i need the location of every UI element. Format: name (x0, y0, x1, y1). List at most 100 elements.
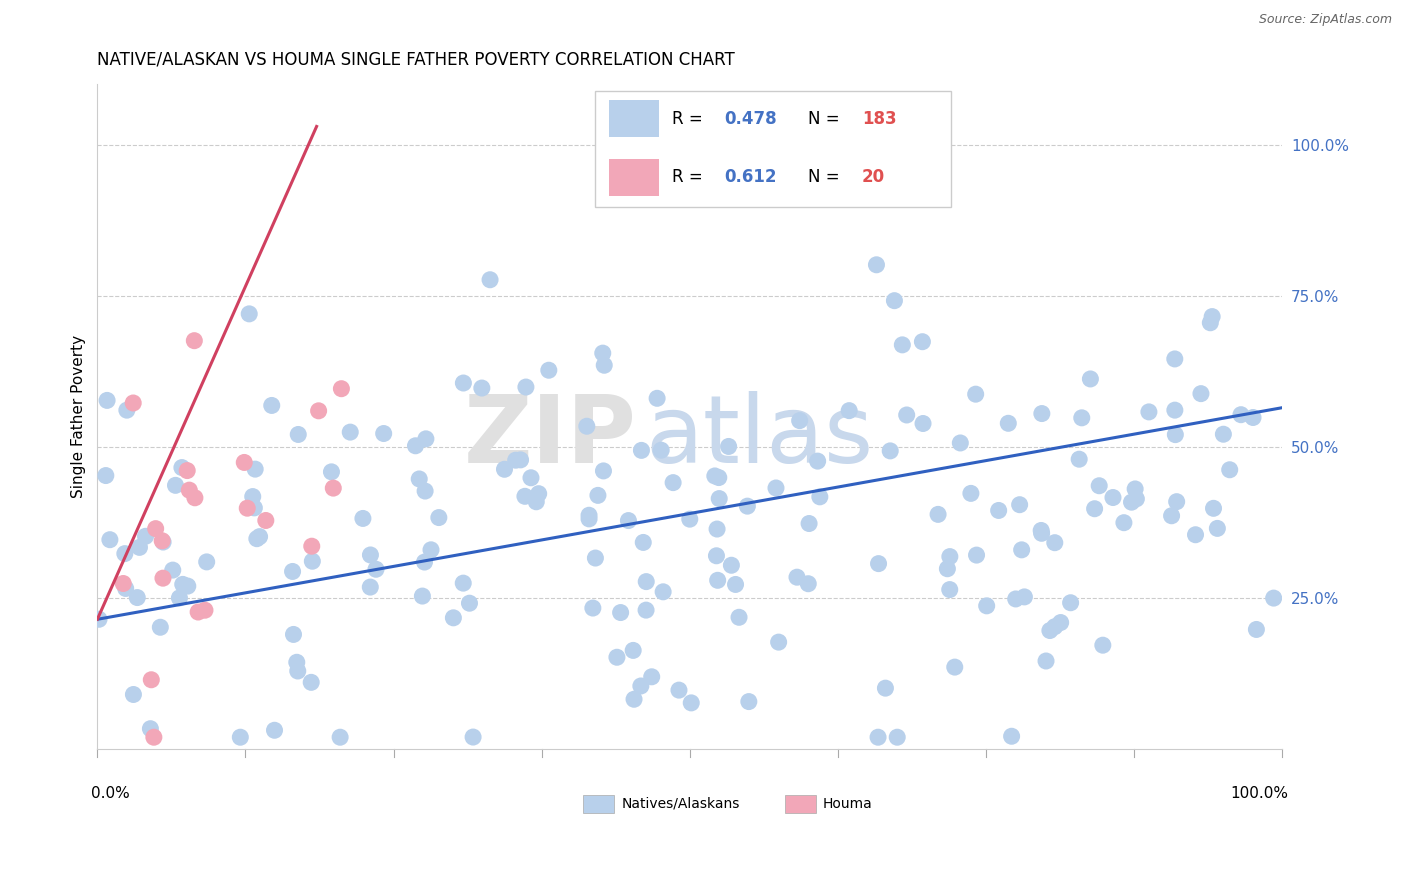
Point (1031, 526, 1053, 541)
Point (242, 490, 264, 504)
Point (1031, 524, 1053, 538)
Point (606, 650, 628, 665)
Point (263, 723, 285, 738)
Point (609, 606, 631, 620)
Point (238, 307, 260, 321)
Point (883, 293, 905, 308)
Point (243, 500, 266, 515)
Point (582, 601, 605, 615)
Point (322, 481, 344, 495)
Point (527, 486, 550, 500)
Point (939, 549, 962, 564)
Point (505, 453, 527, 467)
Point (141, 673, 163, 687)
Point (886, 730, 908, 744)
Point (645, 392, 668, 406)
Point (321, 465, 343, 479)
Point (943, 660, 966, 674)
Point (301, 554, 323, 568)
Point (652, 584, 675, 599)
Point (183, 334, 205, 348)
Point (127, 591, 149, 605)
Point (413, 484, 436, 499)
Point (233, 455, 256, 469)
Point (966, 548, 988, 562)
Point (494, 462, 516, 476)
Point (441, 611, 464, 625)
Point (1069, 452, 1091, 467)
Text: 183: 183 (862, 110, 897, 128)
Point (1246, 623, 1268, 637)
Point (176, 464, 198, 478)
Point (281, 565, 304, 579)
Point (1121, 495, 1143, 509)
Point (737, 499, 759, 513)
Point (976, 599, 998, 613)
Point (405, 439, 427, 453)
Point (94, 468, 117, 483)
Point (636, 603, 658, 617)
Point (865, 258, 887, 272)
Point (115, 403, 138, 417)
Point (142, 730, 165, 744)
Point (1000, 729, 1022, 743)
Point (301, 539, 323, 553)
Point (195, 555, 218, 569)
Point (427, 510, 450, 524)
Point (949, 436, 972, 450)
Point (524, 495, 547, 509)
FancyBboxPatch shape (583, 795, 614, 813)
Point (287, 664, 309, 678)
Point (1102, 491, 1125, 505)
Point (373, 426, 395, 441)
Point (152, 571, 174, 585)
Point (936, 562, 959, 576)
Point (283, 627, 305, 641)
Point (139, 722, 162, 736)
Point (868, 730, 890, 744)
Point (1206, 521, 1229, 535)
Point (1241, 410, 1264, 425)
Point (997, 417, 1019, 431)
Text: NATIVE/ALASKAN VS HOUMA SINGLE FATHER POVERTY CORRELATION CHART: NATIVE/ALASKAN VS HOUMA SINGLE FATHER PO… (97, 51, 735, 69)
Point (662, 475, 685, 490)
Point (668, 683, 690, 698)
Point (1263, 591, 1285, 606)
Point (650, 443, 672, 458)
Point (891, 338, 914, 352)
Y-axis label: Single Father Poverty: Single Father Poverty (72, 335, 86, 499)
Point (260, 399, 283, 413)
Point (583, 551, 606, 566)
Point (786, 570, 808, 584)
Point (1202, 501, 1225, 516)
Point (98, 533, 121, 547)
Point (1166, 494, 1188, 508)
Point (1080, 372, 1102, 386)
Point (987, 503, 1010, 517)
Point (352, 511, 374, 525)
Point (1035, 654, 1057, 668)
Point (1004, 591, 1026, 606)
Point (1043, 620, 1066, 634)
Point (707, 470, 730, 484)
Point (1059, 596, 1081, 610)
Point (1189, 386, 1212, 401)
Point (513, 489, 536, 503)
Point (927, 508, 949, 522)
Point (509, 453, 531, 467)
Point (1084, 501, 1107, 516)
Text: 0.0%: 0.0% (91, 786, 131, 801)
Point (911, 417, 934, 431)
Point (1164, 427, 1187, 442)
FancyBboxPatch shape (785, 795, 815, 813)
Point (413, 555, 436, 569)
Point (364, 562, 387, 576)
Text: 20: 20 (862, 169, 884, 186)
Point (184, 491, 207, 505)
Point (1164, 351, 1187, 366)
Text: N =: N = (808, 110, 845, 128)
Point (172, 577, 194, 591)
Point (706, 522, 728, 536)
Point (408, 472, 430, 486)
Point (593, 358, 616, 372)
